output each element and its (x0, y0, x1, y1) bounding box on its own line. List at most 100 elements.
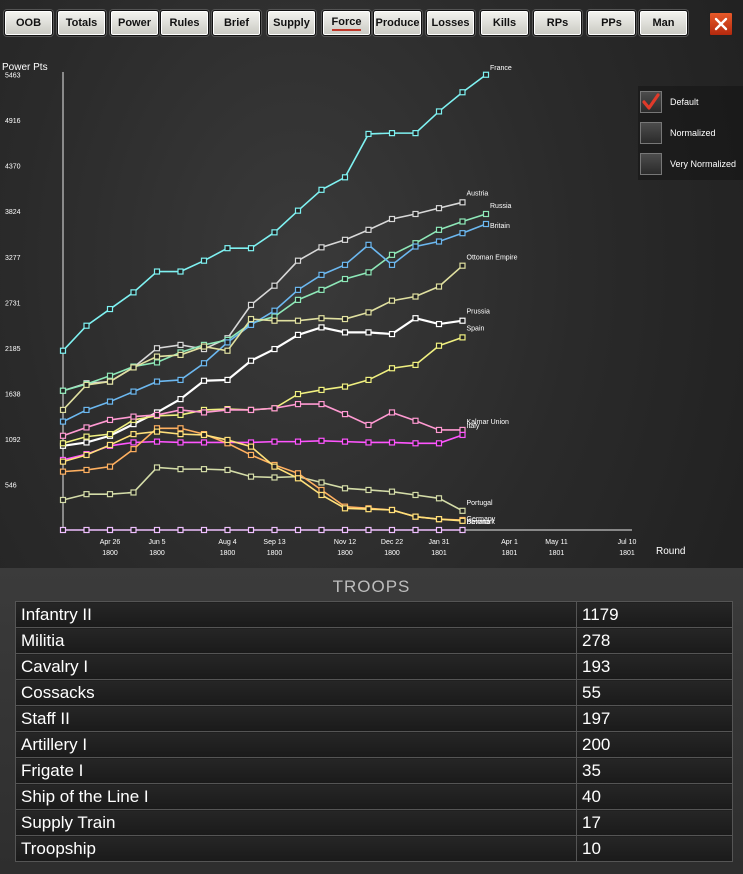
data-point (388, 330, 396, 338)
data-point (83, 322, 90, 329)
data-point (459, 317, 466, 324)
series-bavaria: Bavaria (59, 428, 491, 526)
option-normalized[interactable]: Normalized (638, 117, 743, 148)
data-point (59, 387, 67, 394)
data-point (83, 526, 90, 534)
data-point (482, 210, 490, 218)
data-point (247, 357, 255, 364)
x-tick-label: Jul 10 (618, 539, 637, 546)
tab-label: Totals (65, 17, 98, 29)
close-button[interactable] (709, 12, 733, 36)
unit-name: Infantry II (15, 601, 577, 628)
data-point (177, 466, 184, 473)
data-point (271, 317, 278, 324)
data-point (459, 426, 466, 434)
data-point (247, 315, 255, 323)
data-point (412, 243, 419, 250)
series-line (62, 201, 463, 392)
tab-power[interactable]: Power (110, 10, 159, 36)
data-point (294, 296, 302, 303)
unit-count: 40 (576, 783, 733, 810)
x-tick-year: 1800 (384, 550, 400, 557)
tab-totals[interactable]: Totals (57, 10, 106, 36)
series-label: Prussia (467, 309, 490, 316)
tab-pps[interactable]: PPs (587, 10, 636, 36)
tab-oob[interactable]: OOB (4, 10, 53, 36)
data-point (294, 317, 302, 324)
data-point (412, 417, 419, 424)
series-label: Bavaria (467, 519, 491, 526)
data-point (224, 436, 231, 444)
data-point (388, 488, 396, 495)
tab-rps[interactable]: RPs (533, 10, 582, 36)
table-row: Staff II 197 (15, 705, 733, 732)
y-tick-label: 5463 (5, 73, 21, 80)
tab-force[interactable]: Force (322, 10, 371, 36)
data-point (106, 305, 114, 313)
data-point (388, 526, 396, 534)
option-default[interactable]: Default (638, 86, 743, 117)
data-point (412, 440, 419, 447)
data-point (365, 486, 372, 494)
tab-losses[interactable]: Losses (426, 10, 475, 36)
unit-count: 55 (576, 679, 733, 706)
unit-name: Artillery I (15, 731, 577, 758)
x-tick-label: Jun 5 (148, 539, 165, 546)
option-very-normalized[interactable]: Very Normalized (638, 148, 743, 179)
unit-name: Cavalry I (15, 653, 577, 680)
data-point (294, 475, 302, 482)
y-tick-label: 1638 (5, 391, 21, 398)
data-point (388, 506, 396, 514)
data-point (435, 426, 443, 434)
data-point (365, 439, 372, 446)
tab-label: OOB (15, 17, 42, 29)
data-point (271, 307, 278, 314)
data-point (318, 315, 325, 322)
data-point (224, 376, 231, 384)
tab-label: Force (331, 16, 362, 31)
tab-produce[interactable]: Produce (373, 10, 422, 36)
data-point (106, 463, 114, 470)
unit-name: Supply Train (15, 809, 577, 836)
data-point (388, 215, 396, 223)
troops-title: TROOPS (332, 577, 411, 596)
data-point (365, 241, 372, 248)
data-point (341, 315, 349, 323)
tab-label: Rules (169, 17, 200, 29)
tab-label: Supply (273, 17, 310, 29)
data-point (294, 257, 302, 264)
data-point (247, 451, 255, 459)
data-point (106, 491, 114, 498)
data-point (435, 283, 443, 290)
data-point (341, 438, 349, 445)
data-point (341, 526, 349, 534)
data-point (435, 238, 443, 245)
data-point (341, 383, 349, 390)
data-point (106, 416, 114, 424)
data-point (177, 425, 184, 432)
data-point (435, 320, 443, 328)
data-point (482, 220, 490, 228)
x-tick-year: 1801 (619, 550, 635, 557)
unit-count: 1179 (576, 601, 733, 628)
data-point (59, 440, 67, 447)
option-checkbox[interactable] (640, 121, 662, 144)
tab-rules[interactable]: Rules (160, 10, 209, 36)
series-label: Denmark (467, 519, 496, 526)
data-point (153, 268, 161, 275)
data-point (294, 331, 302, 338)
x-tick-year: 1800 (267, 550, 283, 557)
data-point (177, 351, 184, 359)
tab-supply[interactable]: Supply (267, 10, 316, 36)
tab-man[interactable]: Man (639, 10, 688, 36)
data-point (59, 458, 67, 465)
option-checkbox[interactable] (640, 152, 662, 175)
y-tick-label: 1092 (5, 437, 21, 444)
data-point (224, 466, 231, 474)
data-point (177, 526, 184, 534)
tab-kills[interactable]: Kills (480, 10, 529, 36)
data-point (177, 411, 184, 419)
option-checkbox[interactable] (640, 90, 662, 113)
tab-brief[interactable]: Brief (212, 10, 261, 36)
y-tick-label: 2185 (5, 346, 21, 353)
